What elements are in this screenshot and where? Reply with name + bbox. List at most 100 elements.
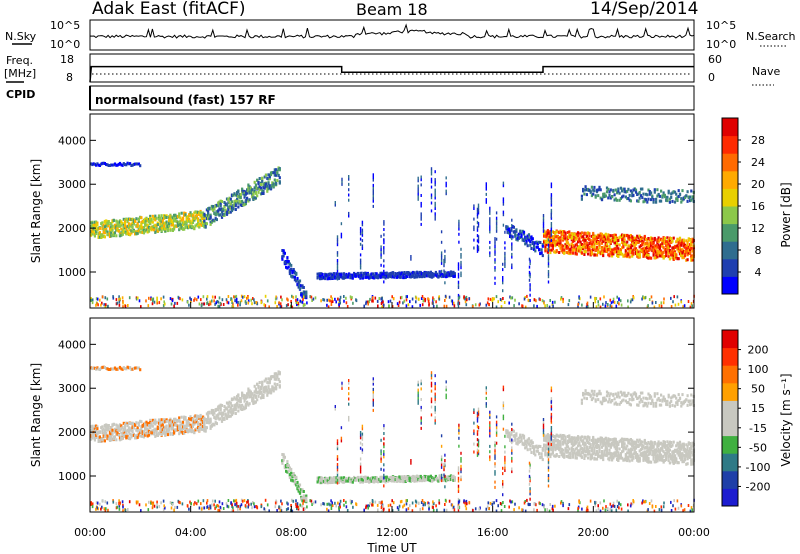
- echo-cell: [202, 221, 205, 224]
- echo-cell: [396, 302, 399, 306]
- echo-cell: [298, 483, 302, 487]
- echo-cell: [397, 272, 400, 276]
- echo-cell: [660, 251, 663, 255]
- echo-cell: [419, 303, 421, 307]
- echo-cell: [646, 250, 649, 254]
- echo-cell: [657, 192, 660, 196]
- echo-cell: [197, 224, 200, 228]
- echo-cell: [305, 494, 308, 498]
- echo-cell: [569, 247, 572, 251]
- echo-cell: [621, 189, 624, 193]
- echo-cell: [117, 425, 120, 429]
- echo-cell: [129, 224, 132, 228]
- echo-cell: [122, 421, 125, 425]
- echo-cell: [124, 163, 127, 167]
- echo-cell: [676, 257, 679, 261]
- echo-cell: [131, 434, 134, 438]
- echo-cell: [130, 426, 133, 430]
- echo-cell: [112, 422, 115, 426]
- echo-cell: [150, 218, 153, 222]
- echo-cell: [180, 422, 183, 426]
- echo-cell: [590, 234, 593, 238]
- echo-cell: [650, 241, 653, 245]
- echo-cell: [566, 449, 570, 453]
- echo-cell: [652, 200, 655, 204]
- echo-cell: [112, 437, 115, 441]
- echo-cell: [495, 295, 498, 299]
- echo-cell: [204, 425, 207, 429]
- echo-cell: [281, 298, 283, 302]
- echo-cell: [359, 275, 362, 278]
- echo-cell: [209, 221, 212, 225]
- echo-cell: [331, 297, 333, 301]
- echo-cell: [448, 273, 451, 276]
- echo-cell: [197, 428, 200, 432]
- echo-cell: [429, 275, 432, 279]
- echo-cell: [286, 464, 289, 468]
- echo-cell: [154, 230, 157, 234]
- echo-cell: [236, 394, 239, 398]
- echo-cell: [262, 387, 265, 390]
- echo-cell: [515, 432, 518, 436]
- echo-cell: [448, 295, 451, 299]
- echo-cell: [92, 230, 95, 234]
- echo-cell: [101, 234, 104, 238]
- echo-cell: [225, 407, 229, 411]
- echo-cell: [460, 266, 462, 270]
- echo-cell: [264, 377, 268, 381]
- echo-cell: [655, 301, 657, 304]
- echo-cell: [214, 217, 217, 221]
- echo-cell: [671, 253, 674, 257]
- echo-cell: [539, 298, 541, 302]
- echo-cell: [521, 304, 523, 308]
- echo-cell: [687, 246, 690, 250]
- echo-cell: [685, 247, 688, 250]
- echo-cell: [573, 247, 576, 251]
- echo-cell: [163, 222, 166, 226]
- echo-cell: [169, 220, 172, 224]
- echo-cell: [415, 275, 419, 279]
- echo-cell: [539, 251, 542, 255]
- echo-cell: [97, 233, 100, 237]
- echo-cell: [157, 431, 161, 435]
- echo-cell: [549, 439, 552, 443]
- echo-cell: [121, 229, 124, 233]
- echo-cell: [244, 190, 247, 194]
- echo-cell: [132, 229, 135, 233]
- echo-cell: [115, 228, 118, 232]
- freq-tick-top: 18: [60, 53, 74, 66]
- echo-cell: [121, 425, 124, 429]
- echo-cell: [202, 421, 205, 425]
- echo-cell: [648, 242, 651, 246]
- echo-cell: [261, 179, 264, 183]
- echo-cell: [256, 390, 259, 394]
- echo-cell: [419, 273, 422, 277]
- echo-cell: [222, 207, 225, 211]
- echo-cell: [111, 163, 114, 167]
- echo-cell: [660, 304, 663, 308]
- echo-cell: [147, 217, 151, 221]
- echo-cell: [421, 295, 424, 298]
- echo-cell: [509, 439, 512, 442]
- echo-cell: [267, 177, 270, 181]
- echo-cell: [236, 403, 239, 407]
- echo-cell: [505, 431, 508, 435]
- echo-cell: [555, 446, 558, 450]
- echo-cell: [249, 393, 252, 397]
- echo-cell: [149, 421, 152, 424]
- echo-cell: [251, 392, 254, 396]
- echo-cell: [658, 304, 661, 308]
- noise-tick-bottom-right: 10^0: [706, 38, 736, 51]
- echo-cell: [637, 255, 640, 259]
- echo-cell: [595, 242, 599, 246]
- echo-cell: [361, 233, 364, 237]
- echo-cell: [298, 487, 302, 491]
- echo-cell: [247, 183, 250, 187]
- echo-cell: [156, 427, 159, 431]
- echo-cell: [571, 452, 575, 456]
- echo-cell: [549, 453, 552, 457]
- echo-cell: [457, 267, 460, 271]
- echo-cell: [237, 205, 240, 209]
- echo-cell: [500, 305, 503, 309]
- echo-cell: [512, 225, 515, 229]
